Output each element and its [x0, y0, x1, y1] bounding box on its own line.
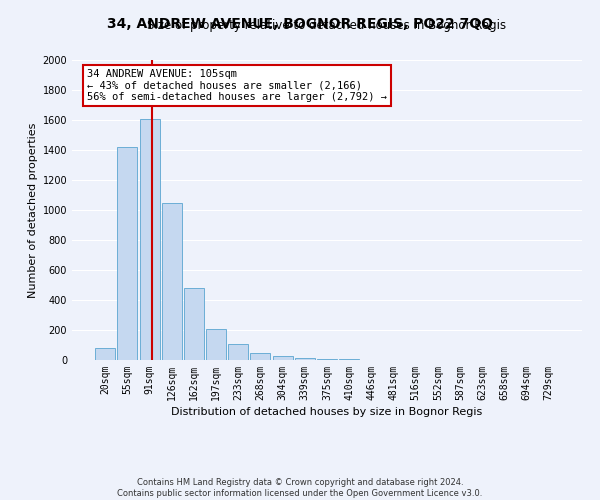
- Text: 34, ANDREW AVENUE, BOGNOR REGIS, PO22 7QQ: 34, ANDREW AVENUE, BOGNOR REGIS, PO22 7Q…: [107, 18, 493, 32]
- Bar: [206, 329, 226, 360]
- Title: Size of property relative to detached houses in Bognor Regis: Size of property relative to detached ho…: [148, 20, 506, 32]
- Bar: [118, 147, 137, 360]
- Bar: [339, 359, 359, 360]
- Bar: [95, 348, 115, 360]
- X-axis label: Distribution of detached houses by size in Bognor Regis: Distribution of detached houses by size …: [172, 407, 482, 417]
- Bar: [295, 358, 315, 360]
- Bar: [184, 288, 204, 360]
- Bar: [162, 202, 182, 360]
- Y-axis label: Number of detached properties: Number of detached properties: [28, 122, 38, 298]
- Text: 34 ANDREW AVENUE: 105sqm
← 43% of detached houses are smaller (2,166)
56% of sem: 34 ANDREW AVENUE: 105sqm ← 43% of detach…: [88, 69, 388, 102]
- Bar: [228, 344, 248, 360]
- Bar: [140, 118, 160, 360]
- Bar: [272, 356, 293, 360]
- Bar: [250, 353, 271, 360]
- Text: Contains HM Land Registry data © Crown copyright and database right 2024.
Contai: Contains HM Land Registry data © Crown c…: [118, 478, 482, 498]
- Bar: [317, 359, 337, 360]
